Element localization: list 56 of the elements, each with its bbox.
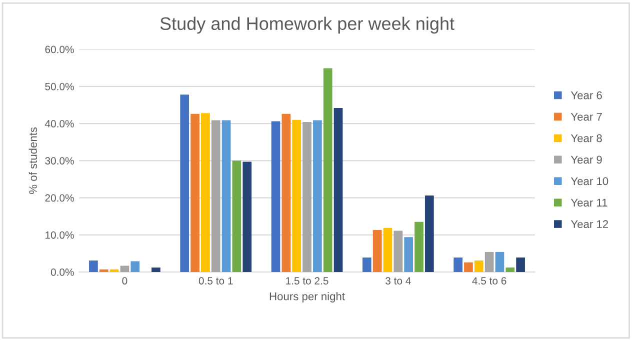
bar [152, 268, 160, 272]
y-axis-title: % of students [28, 127, 37, 194]
y-tick-label: 10.0% [46, 231, 74, 239]
bar [130, 261, 140, 272]
bar [495, 252, 504, 272]
bar [99, 269, 108, 272]
bar [414, 222, 424, 272]
bar [201, 113, 210, 272]
x-tick-label: 3 to 4 [386, 277, 411, 285]
legend-label: Year 7 [570, 112, 602, 121]
bar [120, 266, 130, 272]
bar [110, 269, 119, 272]
legend-label: Year 12 [570, 220, 608, 228]
chart-title: Study and Homework per week night [160, 16, 454, 34]
bar [474, 260, 484, 272]
y-tick-label: 20.0% [45, 194, 74, 202]
bar [302, 122, 312, 272]
x-tick-label: 1.5 to 2.5 [286, 277, 328, 285]
bar [372, 230, 382, 272]
bar [454, 258, 462, 272]
bar [211, 120, 220, 272]
legend-label: Year 8 [570, 134, 602, 142]
bar [190, 114, 200, 272]
bar [180, 94, 190, 272]
bar [334, 108, 343, 272]
bar [362, 258, 372, 272]
y-tick-label: 0.0% [50, 268, 74, 276]
y-tick-label: 30.0% [45, 157, 74, 165]
bar [516, 258, 525, 272]
bar [383, 228, 392, 272]
bar [506, 268, 515, 272]
x-axis-title: Hours per night [270, 292, 345, 302]
y-tick-label: 40.0% [44, 120, 74, 128]
x-tick-label: 0.5 to 1 [198, 277, 233, 285]
bar [424, 196, 434, 272]
legend-label: Year 11 [570, 198, 608, 207]
legend-label: Year 10 [570, 177, 608, 186]
bar [242, 162, 252, 272]
bar [232, 160, 242, 272]
bar [484, 252, 494, 272]
bar [394, 230, 403, 272]
bar [271, 121, 280, 272]
bar [282, 114, 291, 272]
x-tick-label: 0 [122, 277, 128, 285]
legend-label: Year 6 [570, 91, 602, 100]
bar [464, 262, 473, 272]
bar [404, 237, 413, 272]
bar [292, 120, 302, 272]
bar [312, 120, 322, 272]
bar [89, 260, 98, 272]
y-tick-label: 50.0% [45, 82, 74, 90]
bar [323, 68, 332, 272]
bar [222, 120, 231, 272]
y-tick-label: 60.0% [45, 46, 74, 54]
x-tick-label: 4.5 to 6 [472, 277, 506, 285]
legend-label: Year 9 [570, 156, 602, 164]
